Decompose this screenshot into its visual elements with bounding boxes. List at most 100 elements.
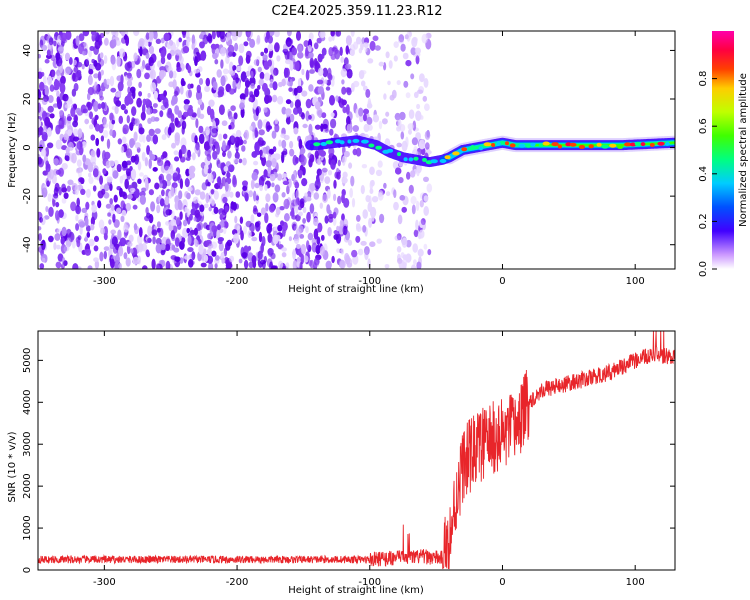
noise-speckle [299, 261, 303, 269]
noise-speckle [330, 78, 335, 87]
noise-speckle [75, 107, 81, 114]
noise-speckle [321, 47, 327, 56]
noise-speckle [181, 237, 186, 244]
noise-speckle [86, 225, 91, 232]
noise-speckle [155, 243, 162, 254]
noise-speckle [416, 103, 421, 110]
noise-speckle [75, 214, 79, 222]
noise-speckle [47, 105, 54, 113]
noise-speckle [174, 105, 180, 115]
noise-speckle [372, 114, 379, 123]
noise-speckle [82, 31, 90, 37]
noise-speckle [423, 176, 429, 182]
noise-speckle [280, 220, 285, 226]
noise-speckle [362, 209, 368, 219]
spectrogram-y-ticks: -40 -20 0 20 40 [22, 44, 675, 253]
noise-speckle [136, 68, 142, 79]
noise-speckle [295, 214, 301, 222]
noise-speckle [207, 233, 212, 240]
noise-speckle [303, 40, 309, 48]
noise-speckle [365, 195, 371, 203]
noise-speckle [328, 47, 334, 57]
noise-speckle [236, 31, 243, 38]
noise-speckle [416, 261, 422, 269]
noise-speckle [82, 50, 87, 56]
noise-speckle [73, 128, 79, 137]
signal-track [305, 135, 675, 168]
snr-x-tick-label: -100 [358, 577, 381, 588]
noise-speckle [160, 243, 166, 251]
noise-speckle [255, 221, 260, 228]
noise-speckle [238, 43, 245, 54]
noise-speckle [104, 151, 111, 160]
noise-speckle [250, 70, 254, 79]
noise-speckle [93, 257, 99, 263]
noise-speckle [243, 225, 247, 235]
signal-peak [634, 141, 641, 146]
noise-speckle [198, 125, 204, 134]
noise-speckle [363, 42, 369, 48]
noise-speckle [187, 107, 194, 117]
noise-speckle [406, 171, 411, 180]
noise-speckle [411, 204, 416, 215]
noise-speckle [90, 216, 95, 226]
noise-speckle [112, 170, 119, 179]
noise-speckle [216, 69, 222, 78]
signal-peak [483, 142, 492, 147]
noise-speckle [79, 146, 84, 156]
noise-speckle [114, 105, 119, 115]
noise-speckle [76, 61, 83, 68]
noise-speckle [122, 127, 127, 134]
noise-speckle [149, 45, 154, 55]
noise-speckle [162, 151, 168, 159]
noise-speckle [325, 86, 331, 91]
noise-speckle [38, 118, 41, 128]
noise-speckle [78, 221, 86, 228]
noise-speckle [39, 217, 43, 223]
noise-speckle [190, 83, 194, 89]
noise-speckle [275, 207, 281, 216]
noise-speckle [313, 217, 319, 226]
noise-speckle [401, 206, 407, 213]
noise-speckle [106, 138, 111, 149]
noise-speckle [39, 81, 45, 91]
noise-speckle [126, 72, 132, 79]
noise-speckle [142, 134, 146, 144]
noise-speckle [155, 237, 162, 245]
noise-speckle [110, 258, 115, 269]
noise-speckle [97, 71, 102, 81]
noise-speckle [134, 142, 141, 149]
noise-speckle [407, 123, 414, 131]
noise-speckle [332, 216, 337, 226]
noise-speckle [297, 106, 303, 115]
noise-speckle [89, 111, 93, 120]
noise-speckle [152, 103, 158, 108]
noise-speckle [41, 187, 48, 198]
noise-speckle [402, 254, 408, 260]
noise-speckle [167, 53, 172, 60]
noise-speckle [427, 249, 432, 256]
noise-speckle [142, 103, 146, 115]
noise-speckle [405, 92, 411, 99]
colorbar-strip [712, 31, 734, 269]
noise-speckle [139, 46, 143, 57]
noise-speckle [232, 65, 237, 71]
noise-speckle [174, 156, 180, 162]
snr-y-tick-label: 0 [22, 567, 33, 573]
noise-speckle [253, 190, 257, 202]
signal-peak [551, 142, 559, 147]
noise-speckle [378, 61, 384, 67]
noise-speckle [271, 265, 277, 269]
snr-frame [37, 330, 676, 571]
noise-speckle [342, 225, 348, 236]
noise-speckle [57, 44, 64, 54]
noise-speckle [229, 70, 236, 76]
noise-speckle [393, 41, 399, 48]
noise-speckle [289, 140, 294, 149]
noise-speckle [314, 150, 319, 159]
noise-speckle [75, 223, 80, 231]
noise-speckle [76, 159, 82, 167]
noise-speckle [283, 198, 290, 210]
noise-speckle [198, 78, 204, 85]
noise-speckle [198, 244, 204, 255]
